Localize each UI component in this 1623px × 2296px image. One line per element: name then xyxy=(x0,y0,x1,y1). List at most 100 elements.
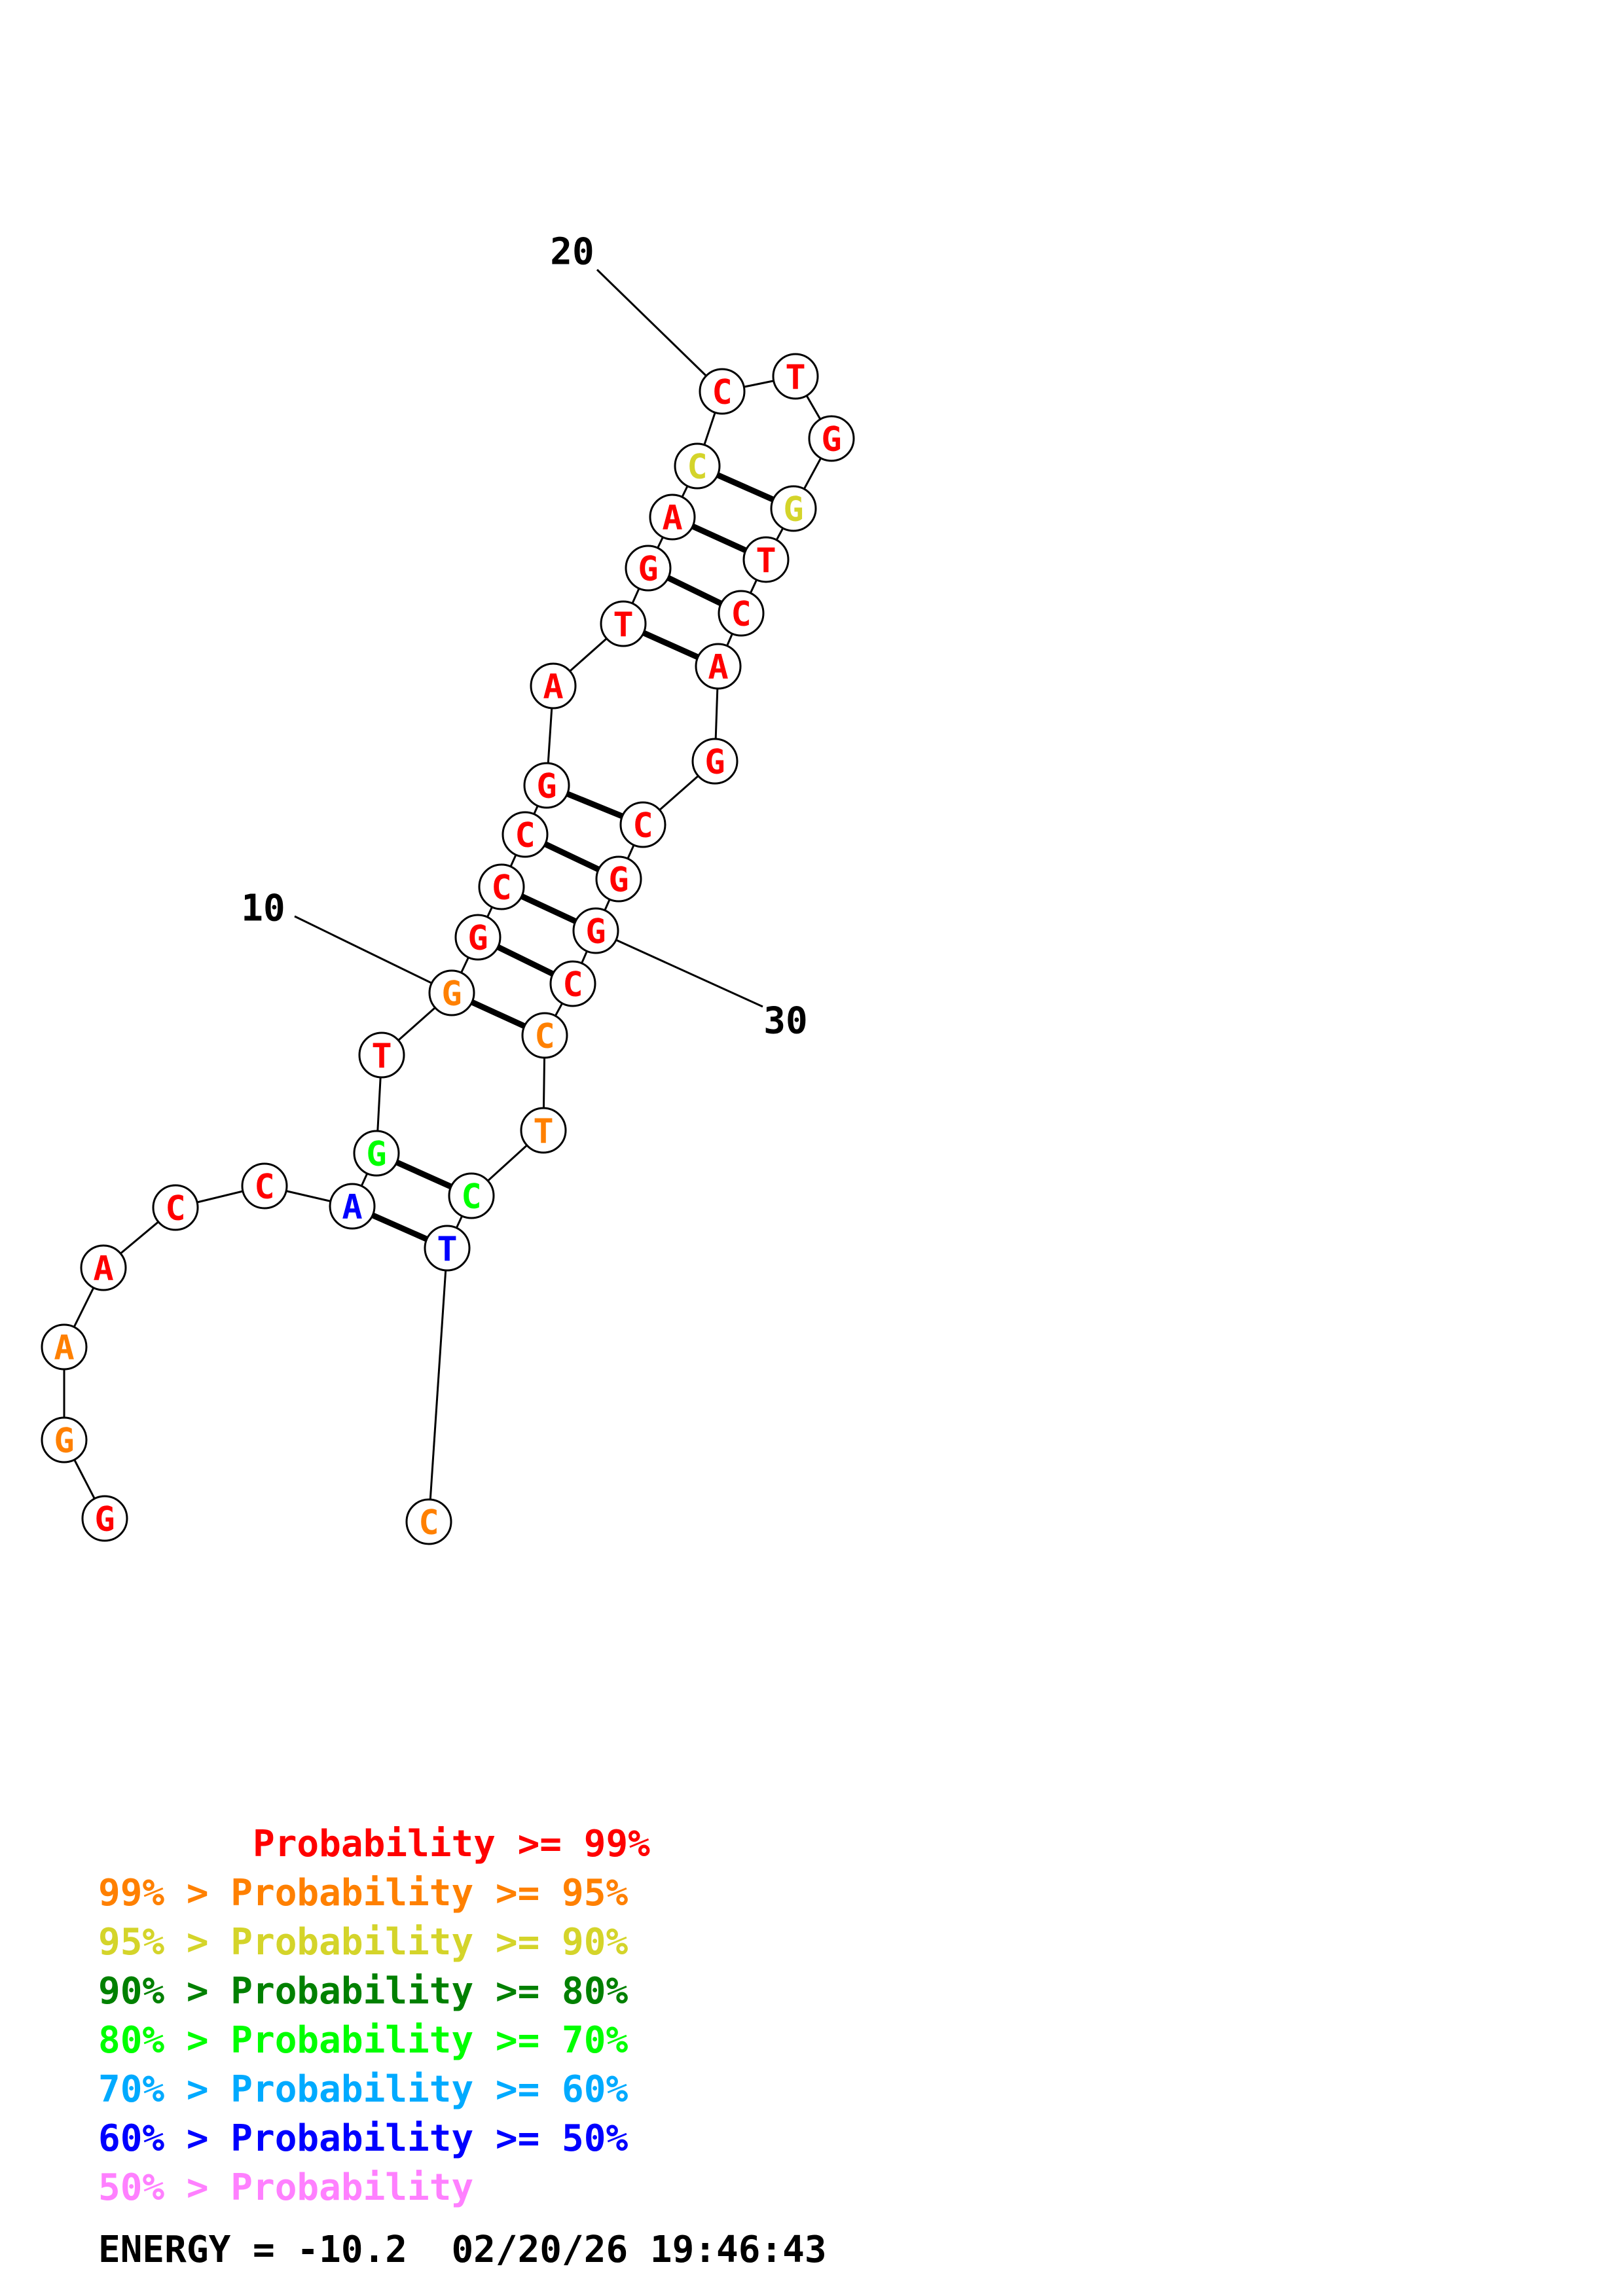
position-leader-line xyxy=(596,268,723,393)
nucleotide-base: G xyxy=(536,767,556,806)
nucleotide-base: G xyxy=(441,975,462,1014)
nucleotide-circle xyxy=(241,1162,288,1210)
nucleotide-base: G xyxy=(638,550,658,589)
nucleotide-circle xyxy=(41,1416,88,1463)
nucleotide-circle xyxy=(699,368,746,415)
nucleotide-circle xyxy=(405,1498,452,1545)
nucleotide-circle xyxy=(770,485,817,532)
nucleotide-9: T xyxy=(358,1031,405,1079)
nucleotide-circle xyxy=(520,1107,567,1154)
nucleotide-base: C xyxy=(418,1503,439,1543)
nucleotide-25: C xyxy=(718,590,765,637)
nucleotide-circle xyxy=(530,662,577,709)
position-label: 10 xyxy=(241,888,285,930)
nucleotide-base: C xyxy=(254,1168,274,1207)
nucleotide-circle xyxy=(549,960,596,1007)
nucleotide-base: C xyxy=(534,1017,555,1056)
nucleotide-circle xyxy=(523,762,570,809)
nucleotide-8: G xyxy=(353,1130,400,1177)
nucleotide-34: C xyxy=(448,1172,495,1219)
nucleotide-base: G xyxy=(608,861,629,900)
nucleotide-15: A xyxy=(530,662,577,709)
nucleotide-base: C xyxy=(632,806,653,846)
nucleotide-circle xyxy=(80,1244,127,1291)
nucleotide-circle xyxy=(329,1183,376,1230)
nucleotide-base: G xyxy=(585,912,606,952)
nucleotide-base: C xyxy=(515,816,535,855)
nucleotide-base: G xyxy=(783,490,803,529)
nucleotide-base: G xyxy=(94,1500,115,1539)
nucleotide-6: C xyxy=(241,1162,288,1210)
nucleotide-circle xyxy=(595,855,642,903)
nucleotide-19: C xyxy=(674,442,721,490)
nucleotide-20: C xyxy=(699,368,746,415)
nucleotide-22: G xyxy=(808,415,855,462)
position-leader-line xyxy=(294,915,452,994)
nucleotide-31: C xyxy=(549,960,596,1007)
nucleotide-base: C xyxy=(461,1177,481,1217)
nucleotide-7: A xyxy=(329,1183,376,1230)
nucleotide-circle xyxy=(81,1495,128,1542)
nucleotide-base: T xyxy=(613,605,633,645)
nucleotide-base: T xyxy=(785,358,805,397)
nucleotide-26: A xyxy=(695,643,742,690)
nucleotide-circle xyxy=(691,738,739,785)
nucleotide-30: G xyxy=(572,907,619,954)
nucleotide-base: G xyxy=(821,420,841,459)
nucleotide-base: C xyxy=(562,965,583,1005)
nucleotide-circle xyxy=(718,590,765,637)
nucleotide-base: G xyxy=(54,1422,74,1461)
nucleotide-5: C xyxy=(152,1184,199,1231)
nucleotide-27: G xyxy=(691,738,739,785)
nucleotide-35: T xyxy=(424,1225,471,1272)
nucleotide-base: C xyxy=(491,869,511,908)
nucleotide-32: C xyxy=(521,1012,568,1059)
nucleotide-circle xyxy=(501,811,549,858)
nucleotide-12: C xyxy=(478,863,525,910)
nucleotide-base: A xyxy=(342,1188,362,1227)
nucleotide-17: G xyxy=(625,545,672,592)
nucleotide-circle xyxy=(572,907,619,954)
nucleotide-1: G xyxy=(81,1495,128,1542)
nucleotide-circle xyxy=(772,353,819,400)
nucleotide-28: C xyxy=(619,801,666,848)
nucleotide-16: T xyxy=(600,600,647,647)
nucleotide-circle xyxy=(600,600,647,647)
nucleotide-4: A xyxy=(80,1244,127,1291)
nucleotide-2: G xyxy=(41,1416,88,1463)
nucleotide-base: A xyxy=(54,1329,74,1368)
nucleotide-circle xyxy=(695,643,742,690)
nucleotide-36: C xyxy=(405,1498,452,1545)
nucleotide-base: C xyxy=(731,595,751,634)
backbone-layer xyxy=(63,375,833,1522)
nucleotide-29: G xyxy=(595,855,642,903)
position-leader-line xyxy=(595,929,763,1008)
nucleotide-24: T xyxy=(742,536,790,583)
nucleotide-circle xyxy=(454,914,501,961)
base-pair-layer xyxy=(351,463,795,1251)
nucleotide-18: A xyxy=(649,493,696,541)
position-label-layer: 10 20 30 xyxy=(241,231,807,1043)
nucleotide-10: G xyxy=(428,969,475,1016)
nucleotide-13: C xyxy=(501,811,549,858)
position-label: 20 xyxy=(550,231,594,274)
nucleotide-11: G xyxy=(454,914,501,961)
position-label: 30 xyxy=(763,1000,807,1043)
nucleotide-base: T xyxy=(533,1112,553,1151)
nucleotide-base: A xyxy=(662,499,682,538)
nucleotide-circle xyxy=(448,1172,495,1219)
nucleotide-base: A xyxy=(93,1249,113,1289)
nucleotide-14: G xyxy=(523,762,570,809)
nucleotide-circle xyxy=(808,415,855,462)
nucleotide-circle xyxy=(358,1031,405,1079)
nucleotide-circle xyxy=(742,536,790,583)
nucleotide-base: T xyxy=(371,1037,392,1076)
nucleotide-circle xyxy=(478,863,525,910)
nucleotide-circle xyxy=(674,442,721,490)
nucleotide-circle xyxy=(619,801,666,848)
nucleotide-circle xyxy=(521,1012,568,1059)
nucleotide-circle xyxy=(428,969,475,1016)
nucleotide-base: G xyxy=(467,919,488,958)
